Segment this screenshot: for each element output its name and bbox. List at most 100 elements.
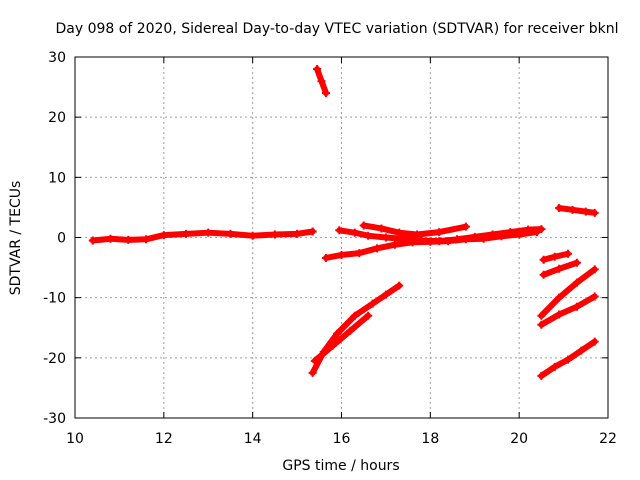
data-point (444, 237, 453, 246)
series-rising-left-2 (310, 311, 373, 365)
y-tick-label: 30 (48, 50, 66, 66)
data-point (359, 221, 368, 230)
series-right-mid (539, 258, 581, 279)
data-point (159, 231, 168, 240)
data-point (373, 244, 382, 253)
data-point (88, 236, 97, 245)
series-trace (556, 205, 598, 216)
x-tick-label: 22 (599, 431, 617, 447)
axis-ticks: 10 12 14 16 18 20 22 -30 -20 -10 0 10 20 30 (43, 50, 617, 447)
data-point (539, 255, 548, 264)
data-point (461, 222, 470, 231)
data-point (321, 89, 330, 98)
data-point (308, 368, 317, 377)
x-tick-label: 16 (333, 431, 351, 447)
data-point (435, 228, 444, 237)
data-point (350, 311, 359, 320)
data-point (381, 233, 390, 242)
series-right-upper-flat (555, 204, 599, 217)
data-point (182, 229, 191, 238)
data-point (204, 228, 213, 237)
x-tick-label: 18 (421, 431, 439, 447)
data-point (106, 234, 115, 243)
data-point (537, 320, 546, 329)
data-point (337, 250, 346, 259)
data-point (321, 253, 330, 262)
data-point (461, 235, 470, 244)
data-point (515, 230, 524, 239)
series-trace (538, 293, 598, 328)
data-point (550, 362, 559, 371)
chart-title: Day 098 of 2020, Sidereal Day-to-day VTE… (56, 21, 619, 37)
data-point (426, 237, 435, 246)
data-point (555, 310, 564, 319)
series-trace (360, 222, 469, 238)
series-right-mid-2 (537, 292, 599, 329)
data-point (355, 249, 364, 258)
data-point (413, 230, 422, 239)
data-point (408, 238, 417, 247)
data-point (368, 299, 377, 308)
data-point (308, 227, 317, 236)
data-point (555, 264, 564, 273)
x-tick-label: 14 (244, 431, 262, 447)
y-tick-label: 20 (48, 110, 66, 126)
y-tick-label: -10 (43, 291, 66, 307)
data-point (572, 278, 581, 287)
data-point (364, 231, 373, 240)
data-point (572, 258, 581, 267)
x-tick-label: 10 (66, 431, 84, 447)
data-point (395, 228, 404, 237)
data-point (226, 229, 235, 238)
data-point (577, 346, 586, 355)
data-point (564, 355, 573, 364)
series-trace (538, 266, 598, 319)
data-point (497, 232, 506, 241)
series-right-steep (537, 265, 599, 320)
data-point (537, 311, 546, 320)
data-point (590, 337, 599, 346)
data-point (537, 371, 546, 380)
data-point (532, 228, 541, 237)
y-tick-label: -30 (43, 411, 66, 427)
data-point (293, 229, 302, 238)
data-series (88, 65, 599, 380)
y-tick-label: -20 (43, 351, 66, 367)
data-point (537, 225, 546, 234)
data-point (581, 207, 590, 216)
data-point (539, 270, 548, 279)
data-point (590, 292, 599, 301)
data-point (555, 293, 564, 302)
series-lower-band (321, 228, 541, 262)
y-axis-label: SDTVAR / TECUs (8, 181, 24, 296)
data-point (313, 65, 322, 74)
series-short-right (539, 249, 573, 264)
data-point (390, 240, 399, 249)
y-tick-label: 10 (48, 170, 66, 186)
data-point (395, 281, 404, 290)
data-point (270, 230, 279, 239)
data-point (124, 235, 133, 244)
series-baseline-segment-1 (88, 227, 317, 245)
data-point (335, 226, 344, 235)
data-point (333, 329, 342, 338)
data-point (377, 224, 386, 233)
data-point (142, 235, 151, 244)
series-right-low (537, 337, 599, 380)
series-steep-descent (313, 65, 330, 98)
x-tick-label: 12 (155, 431, 173, 447)
data-point (310, 356, 319, 365)
series-upper-arc (359, 221, 470, 239)
data-point (555, 204, 564, 213)
data-point (590, 265, 599, 274)
data-point (550, 252, 559, 261)
data-point (572, 302, 581, 311)
data-point (479, 234, 488, 243)
data-point (364, 311, 373, 320)
series-trace (311, 312, 372, 364)
x-tick-label: 20 (510, 431, 528, 447)
x-axis-label: GPS time / hours (282, 458, 399, 474)
data-point (568, 205, 577, 214)
data-point (350, 228, 359, 237)
